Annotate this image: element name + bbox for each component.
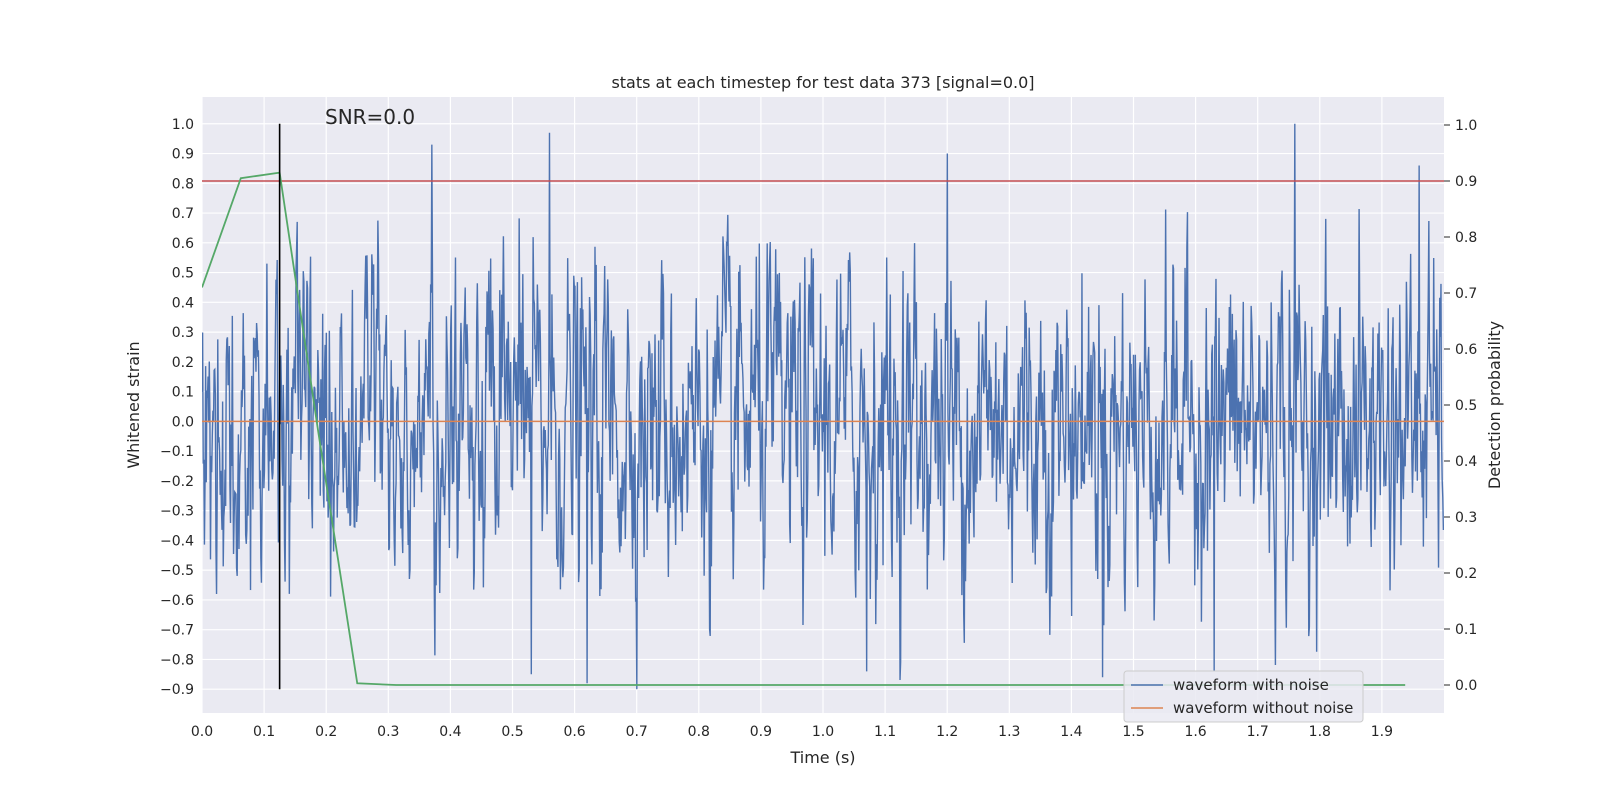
- x-tick-label: 0.3: [377, 724, 399, 740]
- legend-label-waveform-without-noise: waveform without noise: [1173, 699, 1353, 717]
- snr-annotation: SNR=0.0: [325, 105, 415, 129]
- y-tick-label: −0.5: [160, 563, 194, 579]
- y-tick-label: 0.4: [172, 295, 194, 311]
- x-tick-label: 1.6: [1184, 724, 1206, 740]
- y-tick-label: 0.7: [172, 206, 194, 222]
- x-axis-label: Time (s): [789, 748, 855, 767]
- y-right-tick-label: 0.5: [1455, 398, 1477, 414]
- y-axis-left-ticks: 1.0 0.9 0.8 0.7 0.6 0.5 0.4 0.3 0.2 0.1 0.0 −0.1 −0.…: [160, 117, 194, 698]
- y-tick-label: −0.2: [160, 474, 194, 490]
- x-tick-label: 1.1: [874, 724, 896, 740]
- y-right-tick-label: 0.0: [1455, 678, 1477, 694]
- legend: waveform with noise waveform without noi…: [1123, 670, 1364, 723]
- x-tick-label: 0.6: [563, 724, 585, 740]
- y-right-tick-label: 1.0: [1455, 118, 1477, 134]
- x-tick-label: 0.9: [750, 724, 772, 740]
- y-axis-right-ticks: 1.0 0.9 0.8 0.7 0.6 0.5 0.4 0.3 0.2 0.1 0.0: [1444, 118, 1477, 694]
- y-tick-label: −0.7: [160, 623, 194, 639]
- y-axis-right-label: Detection probability: [1485, 321, 1504, 489]
- y-tick-label: 0.2: [172, 355, 194, 371]
- x-tick-label: 1.9: [1371, 724, 1393, 740]
- y-right-tick-label: 0.2: [1455, 566, 1477, 582]
- x-gridlines: [201, 97, 1383, 713]
- y-right-tick-label: 0.6: [1455, 342, 1477, 358]
- y-right-tick-label: 0.3: [1455, 510, 1477, 526]
- y-tick-label: 0.5: [172, 266, 194, 282]
- y-axis-label: Whitened strain: [124, 341, 143, 468]
- y-tick-label: −0.8: [160, 652, 194, 668]
- y-right-tick-label: 0.4: [1455, 454, 1477, 470]
- y-tick-label: 1.0: [172, 117, 194, 133]
- x-tick-label: 0.7: [626, 724, 648, 740]
- x-tick-label: 0.8: [688, 724, 710, 740]
- x-tick-label: 1.2: [936, 724, 958, 740]
- x-tick-label: 0.4: [439, 724, 461, 740]
- legend-label-waveform-with-noise: waveform with noise: [1173, 676, 1329, 694]
- x-tick-label: 1.3: [998, 724, 1020, 740]
- y-tick-label: −0.3: [160, 504, 194, 520]
- y-tick-label: 0.6: [172, 236, 194, 252]
- x-tick-label: 0.0: [191, 724, 213, 740]
- y-tick-label: 0.8: [172, 176, 194, 192]
- y-tick-label: 0.0: [172, 414, 194, 430]
- y-tick-label: −0.4: [160, 533, 194, 549]
- y-right-tick-label: 0.9: [1455, 174, 1477, 190]
- x-tick-label: 0.2: [315, 724, 337, 740]
- y-right-tick-label: 0.1: [1455, 622, 1477, 638]
- chart-title: stats at each timestep for test data 373…: [611, 73, 1034, 92]
- y-tick-label: −0.1: [160, 444, 194, 460]
- series-waveform-with-noise: [202, 123, 1444, 690]
- x-tick-label: 1.8: [1309, 724, 1331, 740]
- y-right-tick-label: 0.7: [1455, 286, 1477, 302]
- x-axis-ticks: 0.0 0.1 0.2 0.3 0.4 0.5 0.6 0.7 0.8 0.9 1.0 1.1 1.2 1…: [191, 724, 1393, 740]
- x-tick-label: 1.4: [1060, 724, 1082, 740]
- x-tick-label: 1.5: [1122, 724, 1144, 740]
- x-tick-label: 0.5: [501, 724, 523, 740]
- y-tick-label: −0.9: [160, 682, 194, 698]
- legend-box: [1123, 670, 1364, 723]
- x-tick-label: 0.1: [253, 724, 275, 740]
- x-tick-label: 1.7: [1247, 724, 1269, 740]
- y-tick-label: 0.1: [172, 385, 194, 401]
- y-tick-label: 0.3: [172, 325, 194, 341]
- y-right-tick-label: 0.8: [1455, 230, 1477, 246]
- y-tick-label: −0.6: [160, 593, 194, 609]
- y-tick-label: 0.9: [172, 147, 194, 163]
- x-tick-label: 1.0: [812, 724, 834, 740]
